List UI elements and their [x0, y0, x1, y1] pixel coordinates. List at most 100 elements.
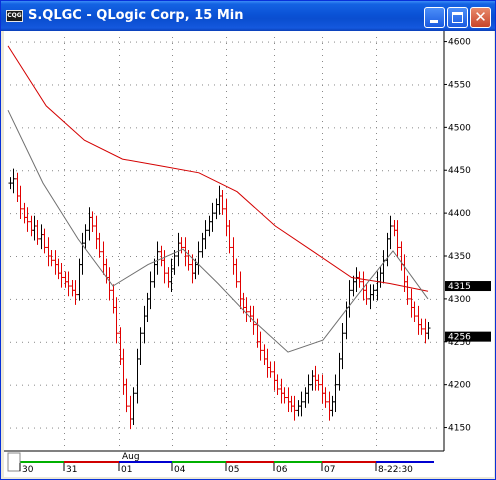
price-bar [172, 250, 177, 275]
price-bar [42, 228, 47, 254]
month-label: Aug [122, 452, 140, 462]
price-tick-label: 4450 [448, 166, 471, 176]
price-bar [66, 271, 71, 297]
price-bar [131, 387, 136, 425]
price-bar [148, 271, 153, 310]
title-bar[interactable]: CQG S.QLGC - QLogic Corp, 15 Min ✕ [1, 1, 495, 31]
price-bar [114, 297, 119, 344]
price-bar [25, 207, 30, 232]
chart-grid [10, 37, 437, 446]
price-tick-label: 4350 [448, 252, 471, 262]
price-bar [258, 331, 263, 361]
price-tick-label: 4500 [448, 123, 471, 133]
price-bar [227, 219, 232, 254]
price-bar [155, 241, 160, 275]
window-title: S.QLGC - QLogic Corp, 15 Min [28, 8, 244, 23]
price-bar [179, 237, 184, 254]
price-bar [292, 395, 297, 421]
chart-background [4, 31, 494, 477]
price-bar [405, 275, 410, 305]
price-bar [234, 258, 239, 288]
price-bar [316, 374, 321, 391]
price-bar [371, 284, 376, 301]
time-tick-label: 07 [324, 465, 335, 475]
price-badge-label: 4315 [448, 282, 471, 292]
price-tick-label: 4550 [448, 80, 471, 90]
time-tick-label: 30 [22, 465, 34, 475]
price-axis: 4600 4550 4500 4450 4400 4350 4300 4250 4200 4150 [444, 38, 471, 434]
session-strip [322, 461, 376, 463]
price-bar [210, 202, 215, 232]
price-bar [419, 318, 424, 335]
close-button[interactable]: ✕ [470, 7, 491, 28]
price-tick-label: 4200 [448, 381, 471, 391]
price-badge-label: 4256 [448, 333, 471, 343]
price-bar [340, 322, 345, 370]
price-bar [395, 220, 400, 258]
session-strip [20, 461, 64, 463]
time-tick-label: 04 [174, 465, 186, 475]
maximize-button[interactable] [447, 7, 468, 28]
session-strip [376, 461, 434, 463]
time-tick-label: 06 [276, 465, 288, 475]
price-badge: 4315 [445, 281, 491, 292]
price-bar [323, 387, 328, 408]
price-tick-label: 4150 [448, 424, 471, 434]
price-bar [83, 224, 88, 250]
time-tick-label: 01 [121, 465, 132, 475]
scroll-handle [7, 452, 21, 472]
session-strip [64, 461, 119, 463]
price-bar [90, 211, 95, 232]
price-bar [306, 374, 311, 404]
price-bar [186, 250, 191, 271]
price-bar [412, 301, 417, 323]
price-bar [138, 327, 143, 365]
price-tick-label: 4400 [448, 209, 471, 219]
price-bar [244, 297, 249, 322]
price-bar [107, 267, 112, 301]
price-bar [162, 250, 167, 284]
app-icon[interactable]: CQG [6, 10, 23, 22]
price-bar [220, 189, 225, 215]
price-bar [124, 378, 129, 413]
price-bar [357, 271, 362, 288]
price-bar [49, 250, 54, 267]
price-bar [11, 168, 16, 194]
price-bar [97, 232, 102, 258]
price-bar [18, 185, 23, 220]
price-chart[interactable]: 4600 4550 4500 4450 4400 4350 4300 4250 4200 4150… [4, 31, 494, 477]
price-bar [333, 374, 338, 413]
price-bars [8, 168, 431, 430]
time-tick-label: 31 [66, 465, 77, 475]
price-bar [59, 262, 64, 288]
price-bar [268, 361, 273, 378]
price-bar [426, 322, 431, 340]
price-badges: 4315 4256 [445, 281, 491, 343]
moving-average-long-line [7, 45, 429, 292]
time-tick-label: 05 [228, 465, 239, 475]
price-tick-label: 4300 [448, 295, 471, 305]
price-bar [203, 220, 208, 250]
price-bar [73, 280, 78, 305]
price-bar [282, 387, 287, 404]
time-axis: Aug 30 31 01 04 05 06 07 8-22:30 [4, 450, 494, 477]
price-bar [299, 391, 304, 417]
minimize-icon [430, 20, 438, 23]
price-tick-label: 4600 [448, 38, 471, 48]
close-icon: ✕ [474, 8, 487, 26]
price-bar [35, 219, 40, 245]
price-tick-label: 4250 [448, 338, 471, 348]
session-strip [119, 461, 172, 463]
price-bar [275, 374, 280, 395]
price-bar [388, 215, 393, 250]
session-strip [274, 461, 322, 463]
minimize-button[interactable] [424, 7, 445, 28]
price-badge: 4256 [445, 331, 491, 343]
session-strip [226, 461, 274, 463]
maximize-icon [452, 12, 463, 23]
session-strip [172, 461, 226, 463]
moving-average-short-line [7, 109, 429, 353]
price-bar [364, 284, 369, 305]
time-tick-label: 8-22:30 [378, 465, 413, 475]
